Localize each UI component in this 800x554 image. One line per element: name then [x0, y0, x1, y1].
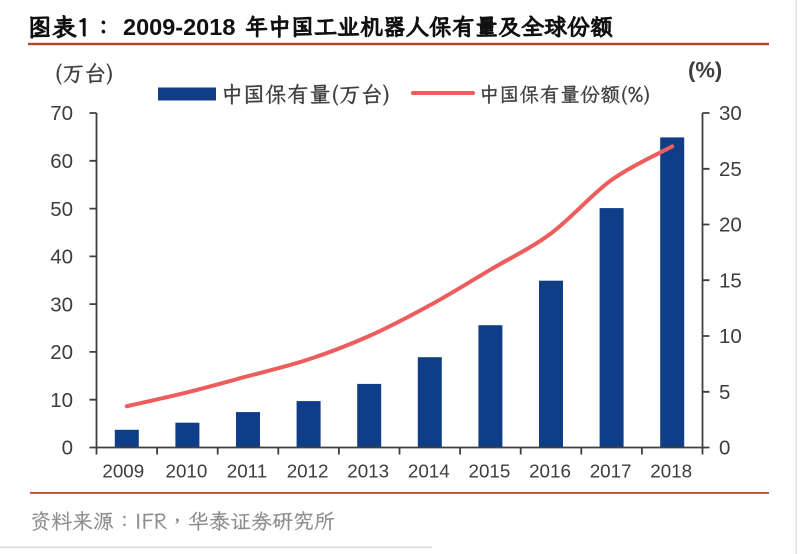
svg-text:20: 20: [719, 214, 742, 237]
svg-text:40: 40: [50, 246, 73, 269]
svg-text:(%): (%): [688, 58, 722, 83]
svg-text:2015: 2015: [469, 460, 511, 481]
svg-text:2017: 2017: [590, 460, 632, 481]
svg-text:2014: 2014: [408, 460, 450, 481]
svg-text:2009-2018: 2009-2018: [123, 14, 235, 40]
svg-text:50: 50: [50, 198, 73, 221]
svg-text:30: 30: [719, 102, 742, 125]
svg-text:15: 15: [719, 269, 742, 292]
svg-text:30: 30: [50, 293, 73, 316]
svg-text:2012: 2012: [287, 460, 329, 481]
svg-text:0: 0: [62, 437, 73, 460]
svg-text:2010: 2010: [166, 460, 208, 481]
svg-text:70: 70: [50, 102, 73, 125]
svg-text:0: 0: [719, 437, 730, 460]
svg-text:10: 10: [50, 389, 73, 412]
svg-text:2018: 2018: [650, 460, 692, 481]
svg-text:20: 20: [50, 341, 73, 364]
svg-text:2013: 2013: [347, 460, 389, 481]
svg-text:2016: 2016: [529, 460, 571, 481]
svg-text:5: 5: [719, 381, 730, 404]
svg-text:25: 25: [719, 158, 742, 181]
svg-text:10: 10: [719, 325, 742, 348]
svg-text:2011: 2011: [227, 460, 267, 481]
svg-text:60: 60: [50, 150, 73, 173]
svg-text:2009: 2009: [102, 460, 144, 481]
